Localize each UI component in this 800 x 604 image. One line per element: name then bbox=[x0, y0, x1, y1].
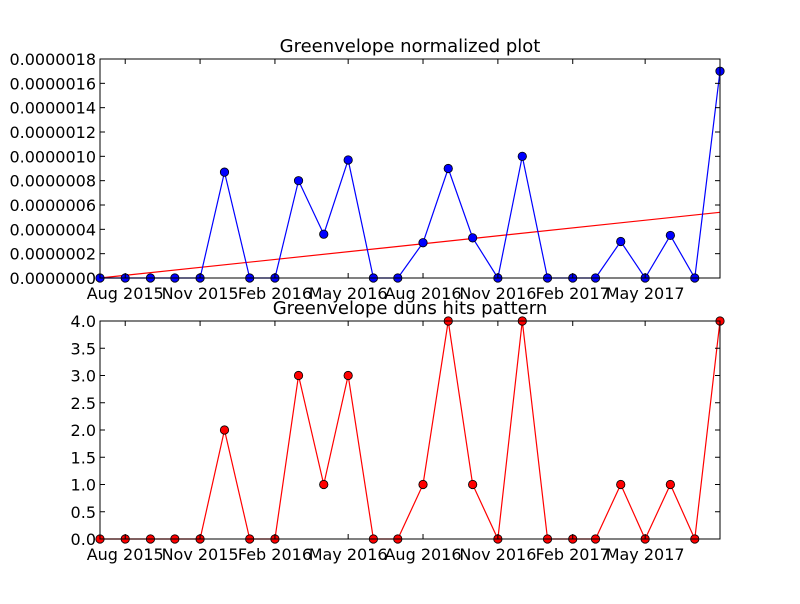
x-tick-label: Nov 2016 bbox=[459, 284, 536, 303]
y-tick-label: 0.5 bbox=[71, 503, 96, 522]
data-point bbox=[468, 233, 478, 243]
data-point bbox=[293, 176, 304, 186]
x-tick-label: May 2017 bbox=[606, 545, 685, 564]
y-tick-label: 0.0000002 bbox=[9, 245, 96, 264]
y-tick-label: 0.0000010 bbox=[9, 147, 96, 166]
data-point bbox=[418, 479, 428, 490]
data-point bbox=[343, 370, 353, 381]
x-tick-label: Nov 2016 bbox=[459, 545, 536, 564]
plot-frame bbox=[99, 320, 721, 540]
y-tick-label: 3.0 bbox=[71, 367, 96, 386]
y-tick-label: 0.0000008 bbox=[9, 172, 96, 191]
y-tick-label: 2.0 bbox=[71, 421, 96, 440]
data-point bbox=[343, 155, 353, 165]
y-tick-label: 0.0000012 bbox=[9, 123, 96, 142]
y-tick-label: 1.0 bbox=[71, 476, 96, 495]
y-tick-label: 0.0 bbox=[71, 530, 96, 549]
y-tick-label: 0.0000016 bbox=[9, 74, 96, 93]
x-tick-label: Feb 2017 bbox=[536, 284, 610, 303]
x-tick-label: May 2016 bbox=[309, 545, 388, 564]
x-tick-label: Feb 2017 bbox=[536, 545, 610, 564]
x-tick-label: May 2016 bbox=[309, 284, 388, 303]
x-tick-label: Aug 2015 bbox=[87, 284, 164, 303]
x-tick-label: Nov 2015 bbox=[162, 284, 239, 303]
y-tick-label: 0.0000004 bbox=[9, 220, 96, 239]
y-tick-label: 1.5 bbox=[71, 448, 96, 467]
series-line bbox=[100, 320, 721, 542]
data-point bbox=[517, 151, 527, 161]
chart-panel-1: Greenvelope normalized plot 0.0000000 0.00… bbox=[9, 36, 725, 303]
y-tick-label: 0.0000014 bbox=[9, 99, 96, 118]
trend-line bbox=[99, 211, 721, 279]
x-tick-label: Nov 2015 bbox=[162, 545, 239, 564]
x-tick-label: Aug 2016 bbox=[384, 545, 461, 564]
x-tick-label: Aug 2016 bbox=[384, 284, 461, 303]
x-tick-label: Aug 2015 bbox=[87, 545, 164, 564]
data-point bbox=[616, 479, 626, 490]
y-tick-label: 0.0000018 bbox=[9, 50, 96, 69]
x-tick-label: May 2017 bbox=[606, 284, 685, 303]
plot-frame bbox=[99, 58, 721, 279]
data-point bbox=[665, 230, 675, 241]
x-tick-label: Feb 2016 bbox=[238, 545, 312, 564]
y-tick-label: 0.0000000 bbox=[9, 269, 96, 288]
y-tick-label: 0.0000006 bbox=[9, 196, 96, 215]
chart-title: Greenvelope duns hits pattern bbox=[273, 298, 548, 319]
y-tick-label: 3.5 bbox=[71, 339, 96, 358]
data-point bbox=[468, 479, 478, 490]
series-line bbox=[100, 71, 721, 280]
data-point bbox=[319, 479, 329, 490]
data-point bbox=[443, 163, 453, 174]
x-tick-label: Feb 2016 bbox=[238, 284, 312, 303]
chart-panel-2: Greenvelope duns hits pattern 0.0 0.5 1.0 1.… bbox=[71, 298, 725, 564]
y-tick-label: 4.0 bbox=[71, 312, 96, 331]
y-tick-label: 2.5 bbox=[71, 394, 96, 413]
data-point bbox=[418, 238, 428, 248]
chart-title: Greenvelope normalized plot bbox=[280, 36, 541, 57]
data-point bbox=[293, 370, 304, 381]
data-point bbox=[319, 229, 329, 239]
data-point bbox=[219, 167, 230, 177]
data-point bbox=[665, 479, 675, 490]
data-point bbox=[219, 425, 230, 435]
data-point bbox=[616, 236, 626, 247]
